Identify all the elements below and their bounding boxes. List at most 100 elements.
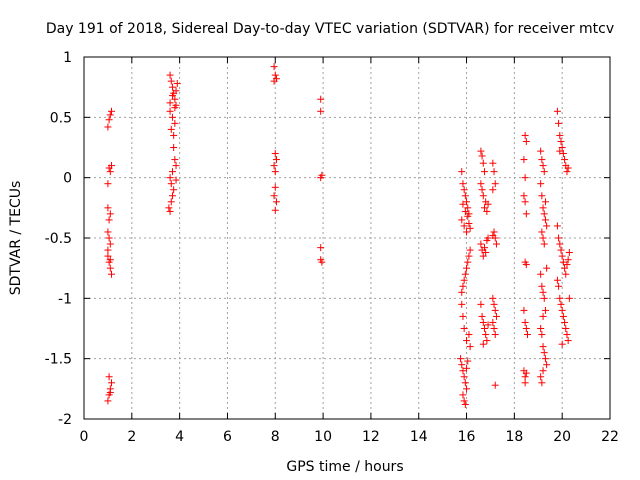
data-point — [562, 325, 570, 332]
data-point — [540, 294, 548, 302]
data-point — [166, 207, 174, 215]
data-point — [465, 220, 473, 228]
y-tick-label: -1 — [58, 291, 72, 307]
data-point — [166, 107, 174, 115]
data-point — [168, 168, 176, 176]
data-point — [318, 258, 326, 266]
x-tick-label: 12 — [362, 429, 380, 445]
data-point — [522, 261, 530, 269]
data-point — [537, 325, 545, 332]
x-tick-label: 2 — [127, 429, 136, 445]
data-point — [553, 107, 561, 115]
y-tick-label: -0.5 — [45, 231, 72, 247]
data-point — [540, 168, 548, 176]
data-point — [104, 123, 112, 131]
data-point — [477, 180, 485, 188]
x-tick-label: 22 — [601, 429, 619, 445]
data-point — [563, 331, 571, 339]
data-point — [490, 168, 498, 176]
data-point — [106, 256, 114, 264]
x-tick-label: 18 — [505, 429, 523, 445]
data-point — [272, 198, 280, 206]
data-point — [479, 340, 487, 348]
data-point — [561, 318, 569, 326]
data-point — [106, 264, 114, 272]
data-point — [463, 198, 471, 206]
data-point — [104, 180, 112, 188]
y-tick-label: -1.5 — [45, 352, 72, 368]
data-point — [522, 369, 530, 377]
data-point — [559, 258, 567, 266]
data-point — [460, 373, 468, 381]
data-point — [479, 159, 487, 167]
data-point — [521, 379, 529, 387]
data-point — [172, 176, 180, 184]
data-point — [166, 99, 174, 107]
data-point — [522, 325, 530, 332]
data-point — [491, 381, 499, 389]
data-point — [484, 200, 492, 208]
data-point — [270, 192, 278, 200]
data-point — [543, 264, 551, 272]
data-point — [556, 294, 564, 302]
data-point — [540, 349, 548, 357]
data-point — [463, 337, 471, 345]
data-point — [543, 361, 551, 369]
data-point — [558, 306, 566, 314]
data-point — [104, 252, 112, 260]
x-tick-label: 6 — [223, 429, 232, 445]
data-point — [106, 210, 114, 218]
data-point — [491, 306, 499, 314]
data-point — [458, 168, 466, 176]
data-point — [489, 294, 497, 302]
data-point — [464, 258, 472, 266]
data-point — [104, 204, 112, 212]
data-point — [556, 240, 564, 248]
data-point — [558, 340, 566, 348]
data-point — [466, 224, 474, 232]
data-point — [463, 228, 471, 236]
data-point — [478, 152, 486, 160]
data-point — [538, 156, 546, 164]
data-point — [477, 147, 485, 155]
data-point — [459, 367, 467, 375]
data-point — [466, 343, 474, 351]
data-point — [541, 306, 549, 314]
data-point — [270, 77, 278, 85]
data-point — [171, 119, 179, 127]
data-point — [521, 373, 529, 381]
data-point — [477, 240, 485, 248]
data-point — [166, 71, 174, 79]
data-point — [491, 331, 499, 339]
data-point — [564, 256, 572, 264]
data-point — [558, 144, 566, 151]
data-point — [539, 312, 547, 320]
data-point — [317, 107, 325, 115]
data-point — [537, 180, 545, 188]
data-point — [555, 119, 563, 127]
data-point — [463, 364, 471, 372]
data-point — [561, 156, 569, 164]
data-point — [461, 401, 469, 409]
x-tick-label: 20 — [553, 429, 571, 445]
data-point — [557, 246, 565, 254]
data-point — [541, 216, 549, 224]
data-point — [461, 192, 469, 200]
x-tick-label: 8 — [271, 429, 280, 445]
data-point — [271, 150, 279, 158]
data-point — [465, 331, 473, 339]
data-point — [484, 321, 492, 329]
data-point — [480, 204, 488, 212]
data-point — [483, 207, 491, 215]
data-point — [521, 198, 529, 206]
data-point — [521, 318, 529, 326]
data-point — [457, 355, 465, 363]
data-point — [104, 228, 112, 236]
data-point — [272, 156, 280, 164]
data-point — [165, 204, 173, 212]
y-axis-label: SDTVAR / TECUs — [8, 181, 24, 296]
data-point — [553, 222, 561, 230]
data-point — [492, 240, 500, 248]
data-point — [553, 276, 561, 284]
data-point — [168, 113, 176, 121]
